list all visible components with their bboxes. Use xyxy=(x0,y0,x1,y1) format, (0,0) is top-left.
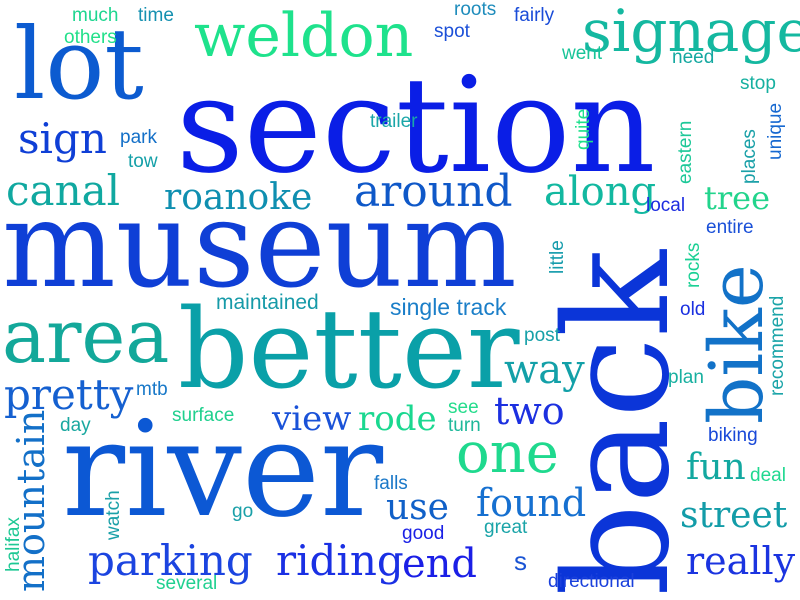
word-eastern: eastern xyxy=(675,120,696,184)
word-falls: falls xyxy=(374,473,408,494)
word-sign: sign xyxy=(18,114,107,163)
word-surface: surface xyxy=(172,405,235,426)
word-found: found xyxy=(476,481,587,525)
word-way: way xyxy=(504,347,585,393)
word-really: really xyxy=(686,539,796,583)
word-use: use xyxy=(386,487,449,528)
word-two: two xyxy=(494,389,565,433)
word-great: great xyxy=(484,517,528,538)
word-park: park xyxy=(120,127,157,148)
word-around: around xyxy=(354,166,513,217)
word-turn: turn xyxy=(448,415,481,436)
word-post: post xyxy=(524,325,560,346)
word-roots: roots xyxy=(454,0,497,20)
word-halifax: halifax xyxy=(3,517,24,572)
word-maintained: maintained xyxy=(216,291,319,314)
word-bike: bike xyxy=(694,264,780,424)
word-little: little xyxy=(547,240,568,274)
word-recommend: recommend xyxy=(767,295,788,396)
word-go: go xyxy=(232,501,254,522)
word-weldon: weldon xyxy=(194,1,414,71)
word-canal: canal xyxy=(6,166,121,215)
word-lot: lot xyxy=(14,8,144,122)
word-directional: directional xyxy=(548,571,635,592)
word-entire: entire xyxy=(706,217,754,238)
word-river: river xyxy=(62,393,384,547)
word-deal: deal xyxy=(750,465,786,486)
word-signage: signage xyxy=(582,0,800,65)
word-museum: museum xyxy=(2,176,517,315)
word-riding: riding xyxy=(276,536,404,585)
word-unique: unique xyxy=(765,102,786,160)
word-several: several xyxy=(156,573,218,594)
word-biking: biking xyxy=(708,425,758,446)
word-rode: rode xyxy=(358,399,437,439)
word-pretty: pretty xyxy=(4,370,134,419)
word-spot: spot xyxy=(434,21,470,42)
word-plan: plan xyxy=(668,367,704,388)
word-rocks: rocks xyxy=(683,242,704,288)
word-went: went xyxy=(562,43,603,64)
word-quite: quite xyxy=(573,108,594,150)
word-one: one xyxy=(456,421,559,486)
word-places: places xyxy=(739,129,760,184)
word-others: others xyxy=(64,27,117,48)
word-good: good xyxy=(402,523,445,544)
word-tree: tree xyxy=(704,179,771,217)
word-see: see xyxy=(448,397,479,418)
word-street: street xyxy=(680,495,788,536)
word-single-track: single track xyxy=(390,294,507,320)
word-view: view xyxy=(272,399,352,439)
word-roanoke: roanoke xyxy=(164,177,313,218)
word-time: time xyxy=(138,5,174,26)
word-better: better xyxy=(178,285,520,413)
word-fairly: fairly xyxy=(514,5,555,26)
word-old: old xyxy=(680,299,706,320)
word-end: end xyxy=(402,541,478,587)
word-mtb: mtb xyxy=(136,379,168,400)
word-tow: tow xyxy=(128,151,158,172)
word-area: area xyxy=(2,294,170,380)
word-local: local xyxy=(646,195,686,216)
word-trailer: trailer xyxy=(370,111,418,132)
word-day: day xyxy=(60,415,91,436)
word-parking: parking xyxy=(88,536,253,585)
word-along: along xyxy=(544,169,657,215)
word-much: much xyxy=(72,5,119,26)
word-watch: watch xyxy=(103,490,124,540)
word-need: need xyxy=(672,47,715,68)
word-stop: stop xyxy=(740,73,776,94)
word-back: back xyxy=(533,250,701,596)
word-s: s xyxy=(514,546,527,576)
word-section: section xyxy=(176,49,656,203)
word-fun: fun xyxy=(686,447,746,488)
